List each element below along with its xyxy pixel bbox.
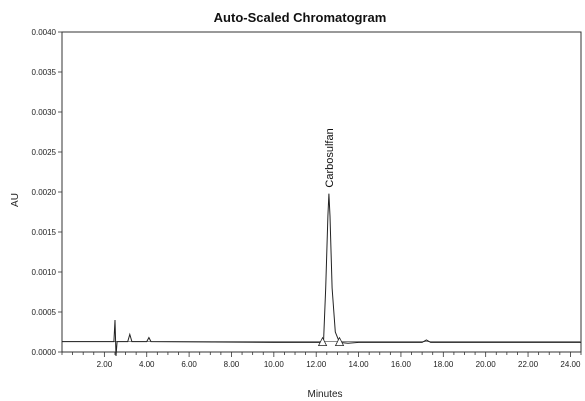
y-tick-label: 0.0030: [32, 108, 57, 117]
peak-label: Carbosulfan: [324, 128, 336, 187]
x-tick-label: 14.00: [349, 360, 370, 369]
y-tick-label: 0.0040: [32, 28, 57, 37]
peak-end-marker: [334, 336, 345, 346]
y-tick-label: 0.0010: [32, 268, 57, 277]
chromatogram-trace: [62, 193, 581, 357]
y-axis-label: AU: [10, 193, 21, 207]
y-tick-label: 0.0020: [32, 188, 57, 197]
y-tick-label: 0.0035: [32, 68, 57, 77]
y-tick-label: 0.0015: [32, 228, 57, 237]
plot-frame: [61, 31, 582, 353]
x-tick-label: 20.00: [476, 360, 497, 369]
x-tick-label: 18.00: [433, 360, 454, 369]
plot-area: 0.0000 0.0005 0.0010 0.0015 0.0020 0.0025 0.00…: [32, 28, 582, 369]
x-tick-label: 22.00: [518, 360, 539, 369]
x-tick-label: 10.00: [264, 360, 285, 369]
x-tick-label: 16.00: [391, 360, 412, 369]
x-tick-label: 2.00: [97, 360, 113, 369]
y-tick-label: 0.0025: [32, 148, 57, 157]
x-tick-label: 6.00: [181, 360, 197, 369]
chart-title: Auto-Scaled Chromatogram: [214, 10, 387, 25]
peak-start-marker: [317, 336, 328, 346]
y-tick-label: 0.0005: [32, 308, 57, 317]
x-tick-label: 4.00: [139, 360, 155, 369]
y-tick-label: 0.0000: [32, 348, 57, 357]
x-tick-label: 12.00: [306, 360, 327, 369]
x-axis-label: Minutes: [307, 389, 342, 400]
x-tick-label: 8.00: [224, 360, 240, 369]
x-tick-label: 24.00: [560, 360, 581, 369]
